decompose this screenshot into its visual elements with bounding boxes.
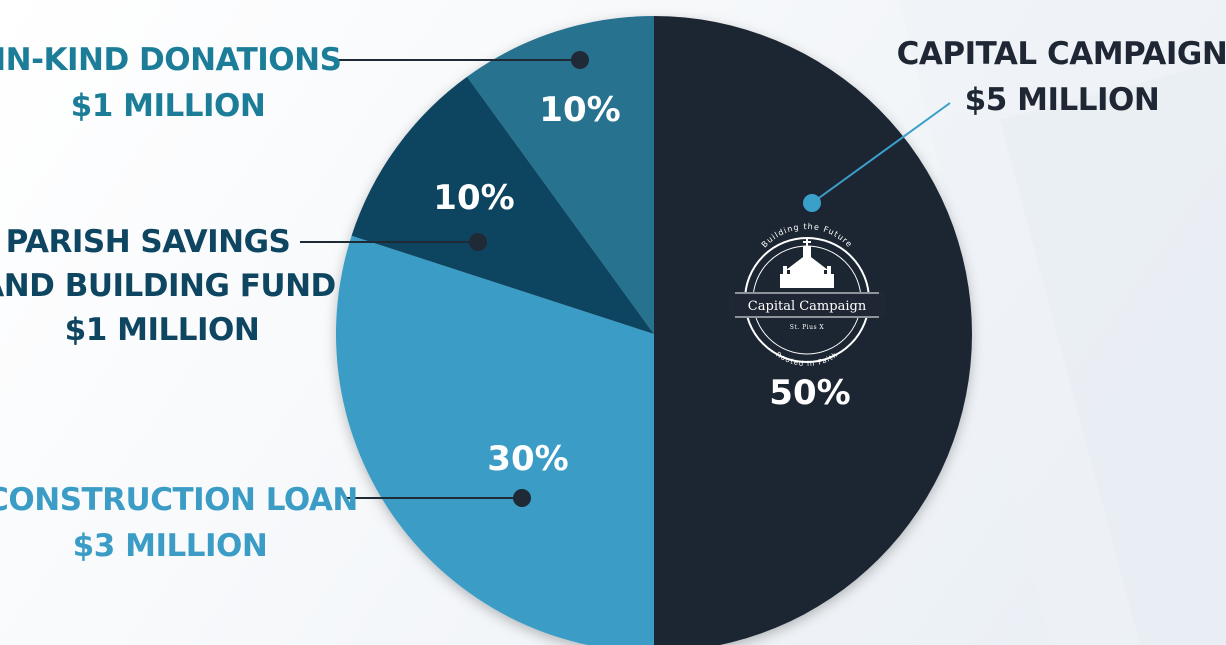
slice-percent-in-kind: 10% bbox=[539, 90, 620, 130]
callout-construction-loan-line1: Construction Loan bbox=[0, 482, 358, 518]
slice-percent-construction-loan: 30% bbox=[487, 439, 568, 479]
logo-name: Capital Campaign bbox=[748, 299, 867, 314]
leader-lines bbox=[300, 51, 951, 507]
slice-percent-parish-savings: 10% bbox=[433, 178, 514, 218]
pie-slice-capital-campaign bbox=[654, 16, 972, 645]
pie-slice-in-kind-donations bbox=[467, 16, 654, 334]
callout-capital-campaign-line2: $5 Million bbox=[965, 82, 1160, 118]
leader-dot-capital-campaign bbox=[803, 194, 821, 212]
pie-slice-construction-loan bbox=[336, 235, 654, 645]
leader-dot-in-kind bbox=[571, 51, 589, 69]
leader-dot-parish-savings bbox=[469, 233, 487, 251]
callout-capital-campaign: Capital Campaign $5 Million bbox=[897, 36, 1226, 118]
background-sheen bbox=[1000, 60, 1226, 645]
callout-in-kind-line1: In-Kind Donations bbox=[0, 42, 341, 78]
pie-chart bbox=[336, 16, 972, 645]
pie-slice-parish-savings-and-building-fund bbox=[351, 76, 654, 334]
church-icon bbox=[780, 238, 834, 288]
callout-construction-loan-line2: $3 Million bbox=[73, 528, 268, 564]
callout-parish-savings: Parish Savings and Building Fund $1 Mill… bbox=[0, 224, 336, 348]
callout-construction-loan: Construction Loan $3 Million bbox=[0, 482, 358, 564]
callout-in-kind-line2: $1 Million bbox=[71, 88, 266, 124]
leader-line-capital-campaign bbox=[811, 102, 951, 204]
callout-parish-savings-line3: $1 Million bbox=[65, 312, 260, 348]
slice-percent-capital-campaign: 50% bbox=[769, 373, 850, 413]
logo-sub: St. Pius X bbox=[790, 324, 825, 331]
callout-capital-campaign-line1: Capital Campaign bbox=[897, 36, 1226, 72]
leader-dot-construction-loan bbox=[513, 489, 531, 507]
callout-in-kind: In-Kind Donations $1 Million bbox=[0, 42, 342, 124]
callout-parish-savings-line1: Parish Savings bbox=[6, 224, 291, 260]
callout-parish-savings-line2: and Building Fund bbox=[0, 268, 336, 304]
